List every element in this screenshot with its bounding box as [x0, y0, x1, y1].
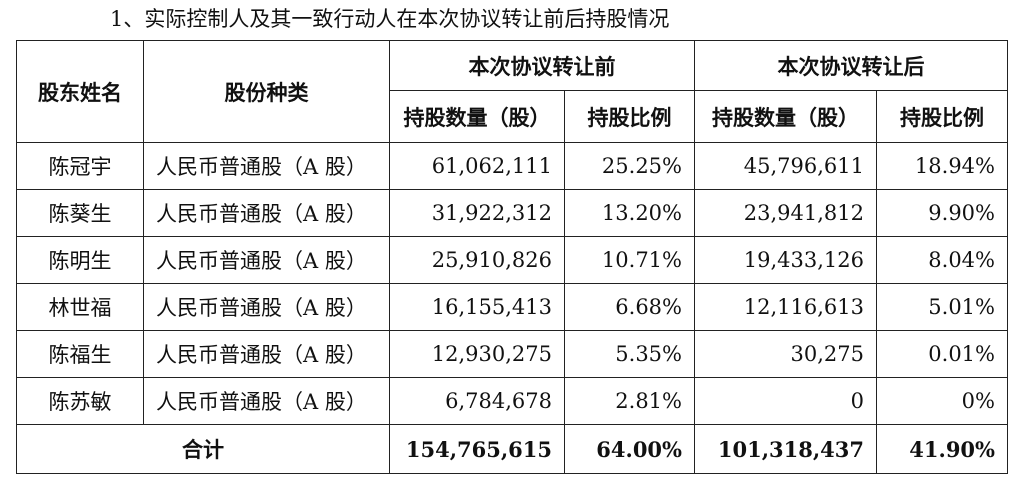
- table-row: 陈福生 人民币普通股（A 股） 12,930,275 5.35% 30,275 …: [16, 330, 1008, 378]
- section-heading: 1、实际控制人及其一致行动人在本次协议转让前后持股情况: [110, 7, 670, 31]
- shareholding-table: 股东姓名 股份种类 本次协议转让前 本次协议转让后 持股数量（股） 持股比例 持…: [16, 40, 1008, 474]
- cell-after-ratio: 0.01%: [876, 330, 1008, 378]
- cell-shareholder-name: 陈冠宇: [16, 142, 144, 190]
- cell-before-ratio: 10.71%: [564, 236, 695, 284]
- table-row: 林世福 人民币普通股（A 股） 16,155,413 6.68% 12,116,…: [16, 283, 1008, 331]
- cell-after-shares: 19,433,126: [694, 236, 877, 284]
- total-before-ratio: 64.00%: [564, 424, 695, 474]
- cell-shareholder-name: 林世福: [16, 283, 144, 331]
- table-row: 陈苏敏 人民币普通股（A 股） 6,784,678 2.81% 0 0%: [16, 377, 1008, 425]
- cell-after-ratio: 8.04%: [876, 236, 1008, 284]
- table-header-row-1: 股东姓名 股份种类 本次协议转让前 本次协议转让后: [16, 40, 1008, 143]
- table-row: 陈葵生 人民币普通股（A 股） 31,922,312 13.20% 23,941…: [16, 189, 1008, 237]
- cell-before-ratio: 2.81%: [564, 377, 695, 425]
- cell-shareholder-name: 陈苏敏: [16, 377, 144, 425]
- total-after-ratio: 41.90%: [876, 424, 1008, 474]
- col-header-after-ratio: 持股比例: [876, 90, 1008, 143]
- cell-share-type: 人民币普通股（A 股）: [143, 330, 390, 378]
- cell-after-shares: 23,941,812: [694, 189, 877, 237]
- col-header-before-shares: 持股数量（股）: [389, 90, 565, 143]
- cell-share-type: 人民币普通股（A 股）: [143, 189, 390, 237]
- cell-shareholder-name: 陈福生: [16, 330, 144, 378]
- cell-after-ratio: 5.01%: [876, 283, 1008, 331]
- cell-share-type: 人民币普通股（A 股）: [143, 236, 390, 284]
- cell-share-type: 人民币普通股（A 股）: [143, 377, 390, 425]
- cell-before-shares: 31,922,312: [389, 189, 565, 237]
- cell-before-shares: 16,155,413: [389, 283, 565, 331]
- total-label: 合计: [16, 424, 390, 474]
- cell-before-shares: 6,784,678: [389, 377, 565, 425]
- total-before-shares: 154,765,615: [389, 424, 565, 474]
- col-header-share-type: 股份种类: [143, 40, 390, 143]
- cell-share-type: 人民币普通股（A 股）: [143, 142, 390, 190]
- cell-before-shares: 25,910,826: [389, 236, 565, 284]
- col-header-shareholder-name: 股东姓名: [16, 40, 144, 143]
- cell-after-shares: 0: [694, 377, 877, 425]
- cell-share-type: 人民币普通股（A 股）: [143, 283, 390, 331]
- cell-after-shares: 12,116,613: [694, 283, 877, 331]
- table-row: 陈冠宇 人民币普通股（A 股） 61,062,111 25.25% 45,796…: [16, 142, 1008, 190]
- cell-shareholder-name: 陈明生: [16, 236, 144, 284]
- cell-after-ratio: 18.94%: [876, 142, 1008, 190]
- cell-after-ratio: 9.90%: [876, 189, 1008, 237]
- col-header-after-shares: 持股数量（股）: [694, 90, 877, 143]
- cell-after-shares: 30,275: [694, 330, 877, 378]
- cell-before-ratio: 13.20%: [564, 189, 695, 237]
- cell-before-ratio: 25.25%: [564, 142, 695, 190]
- cell-shareholder-name: 陈葵生: [16, 189, 144, 237]
- table-total-row: 合计 154,765,615 64.00% 101,318,437 41.90%: [16, 424, 1008, 474]
- table-row: 陈明生 人民币普通股（A 股） 25,910,826 10.71% 19,433…: [16, 236, 1008, 284]
- total-after-shares: 101,318,437: [694, 424, 877, 474]
- cell-after-ratio: 0%: [876, 377, 1008, 425]
- cell-before-shares: 12,930,275: [389, 330, 565, 378]
- cell-after-shares: 45,796,611: [694, 142, 877, 190]
- cell-before-ratio: 6.68%: [564, 283, 695, 331]
- col-header-before-ratio: 持股比例: [564, 90, 695, 143]
- col-group-header-before: 本次协议转让前: [389, 40, 695, 91]
- col-group-header-after: 本次协议转让后: [694, 40, 1008, 91]
- cell-before-shares: 61,062,111: [389, 142, 565, 190]
- cell-before-ratio: 5.35%: [564, 330, 695, 378]
